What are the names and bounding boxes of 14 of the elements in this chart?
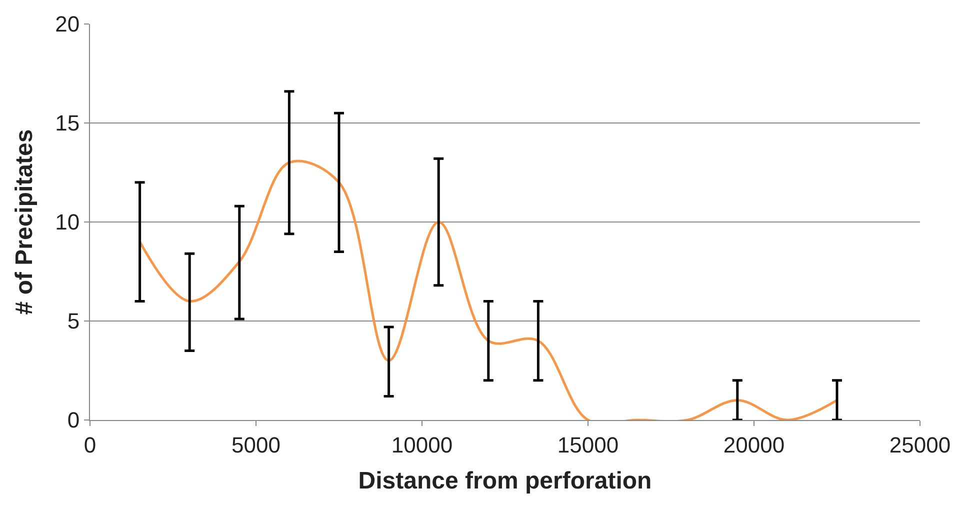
x-tick-label: 20000 [723,432,785,458]
y-tick-label: 20 [55,12,80,37]
line-series [138,160,838,420]
y-tick-label: 0 [67,408,80,433]
y-tick-label: 15 [55,110,80,136]
y-tick-label: 10 [55,210,80,235]
x-axis-title: Distance from perforation [358,468,652,495]
x-tick-label: 10000 [391,432,453,458]
y-axis-title: # of Precipitates [11,129,38,315]
x-tick-label: 0 [84,432,96,458]
y-tick-label: 5 [67,308,80,334]
x-tick-label: 25000 [889,432,951,458]
x-tick-label: 15000 [557,432,619,458]
x-tick-label: 5000 [232,432,280,458]
